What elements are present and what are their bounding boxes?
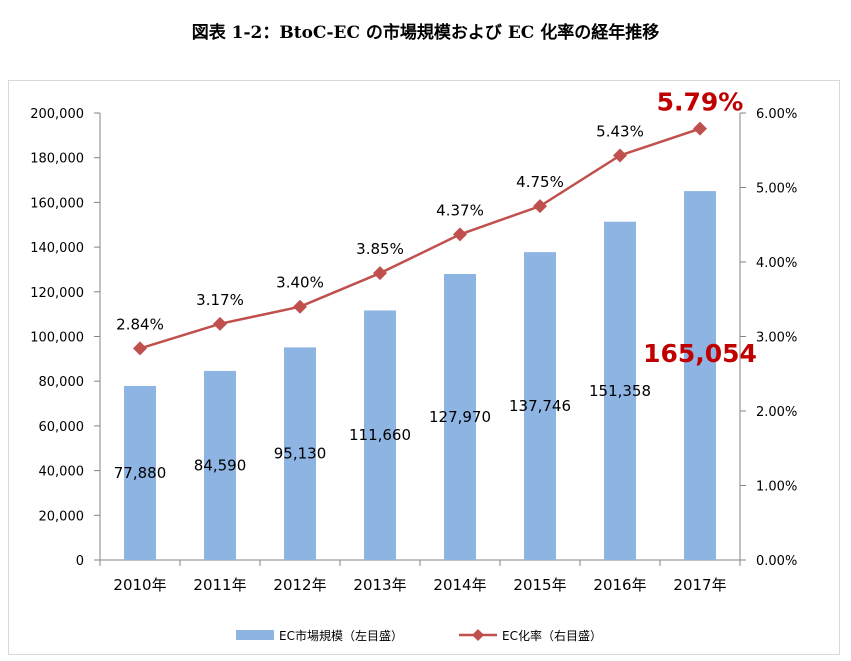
- left-axis-tick-label: 100,000: [30, 331, 84, 346]
- left-axis-tick-label: 120,000: [30, 286, 84, 301]
- ec-rate-line: [139, 127, 701, 350]
- x-axis-tick-label: 2017年: [673, 576, 726, 594]
- line-value-label: 3.17%: [196, 291, 244, 309]
- left-axis-tick-label: 180,000: [30, 152, 84, 167]
- left-axis-tick-label: 80,000: [39, 375, 85, 390]
- line-value-label: 2.84%: [116, 315, 164, 333]
- bar-value-label: 137,746: [509, 397, 571, 415]
- bar-value-label: 95,130: [274, 445, 327, 463]
- right-axis-tick-label: 4.00%: [756, 256, 797, 271]
- right-axis-tick-label: 3.00%: [756, 331, 797, 346]
- line-value-label: 3.85%: [356, 240, 404, 258]
- left-axis-tick-label: 200,000: [30, 107, 84, 122]
- line-value-label-highlight: 5.79%: [657, 88, 744, 117]
- left-axis-tick-label: 140,000: [30, 241, 84, 256]
- ec-rate-marker: [373, 266, 387, 281]
- bar-2014年: [444, 273, 476, 560]
- bar-value-label-highlight: 165,054: [643, 339, 757, 368]
- ec-rate-marker: [613, 148, 627, 163]
- x-axis-tick-label: 2014年: [433, 576, 486, 594]
- line-value-label: 5.43%: [596, 122, 644, 140]
- left-axis-tick-label: 160,000: [30, 196, 84, 211]
- left-axis-tick-label: 20,000: [39, 509, 85, 524]
- legend-label-bar: EC市場規模（左目盛）: [279, 628, 403, 643]
- ec-rate-marker: [693, 121, 707, 136]
- bar-2012年: [284, 347, 316, 560]
- bar-2017年: [684, 191, 716, 560]
- left-axis-tick-label: 40,000: [39, 465, 85, 480]
- line-value-label: 3.40%: [276, 274, 324, 292]
- bar-2010年: [124, 385, 156, 560]
- ec-rate-marker: [133, 341, 147, 356]
- ec-rate-marker: [533, 199, 547, 214]
- bar-2016年: [604, 221, 636, 560]
- right-axis-tick-label: 1.00%: [756, 480, 797, 495]
- bar-value-label: 77,880: [114, 464, 167, 482]
- legend-label-line: EC化率（右目盛）: [502, 628, 602, 643]
- x-axis-tick-label: 2015年: [513, 576, 566, 594]
- right-axis-tick-label: 0.00%: [756, 554, 797, 569]
- right-axis-tick-label: 6.00%: [756, 107, 797, 122]
- bar-2011年: [204, 370, 236, 560]
- line-value-label: 4.75%: [516, 173, 564, 191]
- chart-title: 図表 1-2：BtoC-EC の市場規模および EC 化率の経年推移: [191, 23, 660, 43]
- right-axis-tick-label: 2.00%: [756, 405, 797, 420]
- x-axis-tick-label: 2012年: [273, 576, 326, 594]
- right-axis-tick-label: 5.00%: [756, 182, 797, 197]
- legend-swatch-marker: [472, 629, 484, 641]
- ec-rate-marker: [293, 299, 307, 314]
- x-axis-tick-label: 2016年: [593, 576, 646, 594]
- left-axis-tick-label: 60,000: [39, 420, 85, 435]
- legend-swatch-bar: [236, 630, 274, 640]
- bar-value-label: 111,660: [349, 426, 411, 444]
- ec-rate-marker: [453, 227, 467, 242]
- line-value-label: 4.37%: [436, 201, 484, 219]
- x-axis-tick-label: 2010年: [113, 576, 166, 594]
- ec-rate-marker: [213, 316, 227, 331]
- bar-2015年: [524, 252, 556, 560]
- bar-value-label: 84,590: [194, 456, 247, 474]
- bar-value-label: 151,358: [589, 382, 651, 400]
- left-axis-tick-label: 0: [76, 554, 84, 569]
- x-axis-tick-label: 2013年: [353, 576, 406, 594]
- x-axis-tick-label: 2011年: [193, 576, 246, 594]
- bar-2013年: [364, 310, 396, 560]
- bar-value-label: 127,970: [429, 408, 491, 426]
- chart-frame: [8, 80, 840, 655]
